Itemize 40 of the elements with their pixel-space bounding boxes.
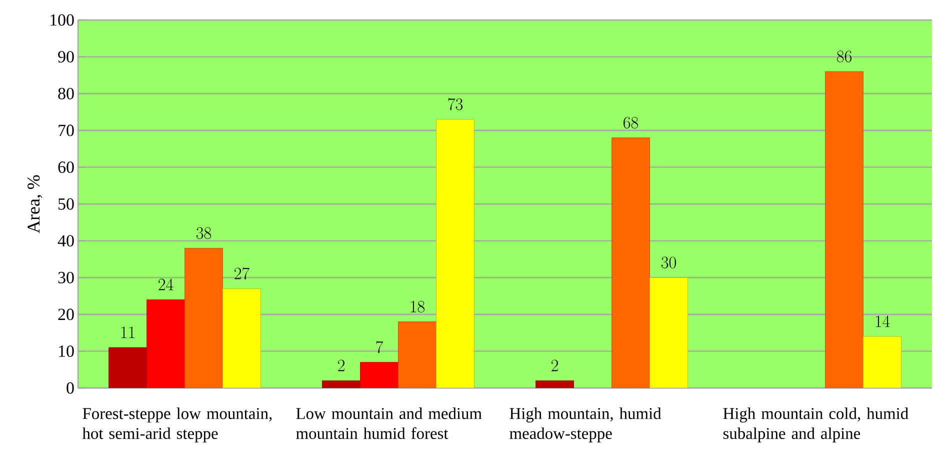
bar bbox=[184, 248, 223, 388]
data-label: 14 bbox=[876, 315, 890, 327]
y-tick-label: 60 bbox=[58, 161, 74, 173]
data-label: 11 bbox=[121, 326, 134, 338]
data-label: 86 bbox=[836, 50, 852, 62]
y-tick-label: 30 bbox=[58, 272, 74, 284]
bar bbox=[222, 288, 261, 388]
y-tick-label: 70 bbox=[58, 124, 74, 136]
bar bbox=[360, 362, 398, 388]
y-tick-label: 20 bbox=[58, 308, 74, 320]
bar bbox=[650, 277, 688, 388]
data-label: 24 bbox=[158, 278, 174, 290]
bar bbox=[398, 322, 436, 388]
x-tick-label: Low mountain and medium mountain humid forest bbox=[296, 408, 482, 440]
y-tick-label: 80 bbox=[58, 88, 74, 100]
data-label: 2 bbox=[338, 360, 344, 372]
y-tick-label: 40 bbox=[58, 235, 74, 247]
data-label: 68 bbox=[624, 116, 638, 129]
data-label: 7 bbox=[376, 341, 384, 353]
x-tick-label: High mountain cold, humid subalpine and alpine bbox=[723, 408, 908, 442]
bar bbox=[863, 336, 902, 388]
y-tick-label: 90 bbox=[58, 51, 74, 63]
y-tick-label: 100 bbox=[50, 14, 74, 26]
bar bbox=[108, 347, 147, 388]
y-tick-label: 50 bbox=[58, 198, 74, 210]
x-tick-label: Forest-steppe low mountain, hot semi-arid steppe bbox=[82, 408, 272, 442]
bar bbox=[825, 71, 864, 388]
data-label: 38 bbox=[196, 227, 212, 239]
y-axis-title: Area, % bbox=[28, 175, 42, 234]
y-tick-label: 0 bbox=[66, 382, 74, 394]
bar bbox=[612, 138, 650, 388]
x-tick-label: High mountain, humid meadow-steppe bbox=[510, 408, 662, 442]
data-label: 18 bbox=[410, 300, 425, 313]
bar bbox=[436, 119, 474, 388]
data-label: 2 bbox=[552, 360, 558, 372]
bar bbox=[146, 299, 185, 388]
data-label: 27 bbox=[234, 267, 250, 280]
y-tick-label: 10 bbox=[59, 345, 74, 357]
data-label: 30 bbox=[661, 256, 676, 268]
data-label: 73 bbox=[448, 98, 463, 110]
